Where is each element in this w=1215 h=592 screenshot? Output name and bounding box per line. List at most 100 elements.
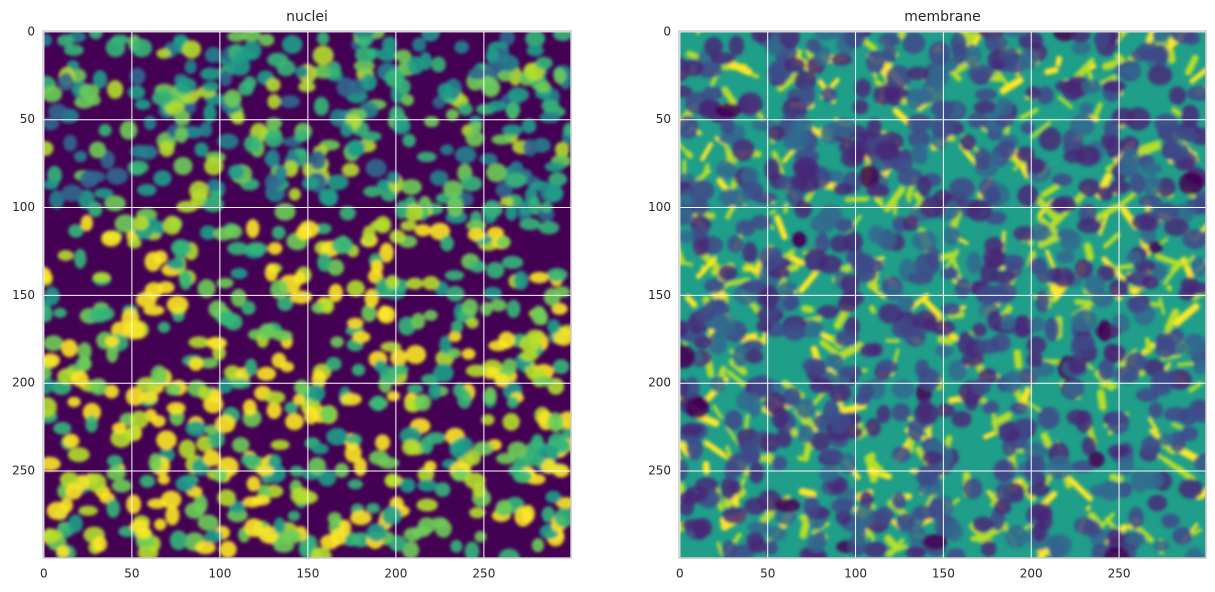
nucleus: [43, 528, 63, 543]
nucleus: [543, 287, 561, 307]
cell: [984, 185, 1001, 205]
membrane-edge: [1154, 253, 1181, 267]
cell: [1088, 451, 1105, 468]
cell: [702, 86, 724, 100]
nucleus: [353, 457, 367, 477]
membrane-edge: [819, 339, 841, 358]
cell: [990, 270, 1016, 284]
nucleus: [509, 161, 524, 177]
x-tick-label: 200: [1020, 567, 1043, 581]
nucleus: [539, 111, 561, 124]
nucleus: [440, 235, 454, 252]
nucleus: [104, 384, 119, 399]
nucleus: [386, 171, 401, 184]
cell: [973, 100, 997, 115]
nucleus: [204, 530, 223, 543]
nucleus: [301, 176, 319, 191]
cell: [995, 482, 1011, 503]
cell: [779, 31, 800, 49]
cell: [1126, 531, 1146, 546]
membrane-edge: [725, 425, 740, 445]
nucleus: [402, 134, 416, 148]
cell: [679, 379, 689, 398]
nucleus: [217, 377, 233, 394]
nucleus: [554, 141, 570, 158]
nucleus: [157, 321, 171, 333]
membrane-edge: [783, 202, 789, 214]
cell: [1097, 359, 1115, 381]
cell: [732, 345, 748, 368]
nucleus: [106, 343, 119, 363]
nucleus: [127, 237, 142, 249]
nucleus: [82, 402, 102, 422]
cell: [854, 504, 875, 527]
cell: [930, 100, 955, 118]
nucleus: [361, 73, 377, 91]
nucleus: [310, 546, 332, 558]
nucleus: [489, 299, 507, 312]
chart-title: membrane: [904, 9, 981, 25]
nucleus: [43, 33, 53, 47]
nucleus: [240, 31, 262, 42]
cell: [704, 36, 723, 57]
nucleus: [184, 59, 197, 74]
cell: [911, 142, 928, 165]
nucleus: [274, 202, 296, 221]
nucleus: [144, 251, 162, 272]
nucleus: [313, 96, 329, 116]
nucleus: [521, 118, 537, 134]
cell: [692, 232, 710, 257]
nucleus: [346, 280, 365, 297]
cell: [925, 246, 941, 269]
cell: [1056, 250, 1076, 264]
cell: [908, 271, 934, 285]
nucleus: [329, 108, 347, 127]
cell: [982, 400, 1000, 415]
cell: [859, 490, 874, 509]
nucleus: [231, 437, 250, 453]
nucleus: [129, 519, 149, 534]
nucleus: [106, 498, 121, 518]
nucleus: [200, 67, 221, 81]
nucleus: [529, 271, 549, 284]
nucleus: [545, 490, 562, 504]
cell: [803, 496, 820, 519]
membrane-edge: [1111, 264, 1134, 271]
nucleus: [198, 357, 219, 369]
cell: [782, 293, 799, 311]
nucleus: [125, 386, 145, 406]
nucleus: [150, 365, 168, 386]
cell: [806, 533, 827, 553]
nucleus: [199, 225, 217, 240]
nucleus: [350, 510, 372, 526]
cell: [1101, 79, 1126, 93]
nucleus: [340, 123, 353, 138]
cell: [911, 230, 938, 252]
membrane-edge: [1147, 417, 1159, 433]
cell: [1018, 48, 1039, 70]
nucleus: [217, 489, 237, 507]
cell: [735, 219, 756, 237]
cell: [1066, 354, 1088, 375]
membrane-edge: [883, 185, 906, 213]
nucleus: [230, 267, 248, 280]
cell: [1084, 274, 1106, 297]
cell: [821, 86, 837, 103]
x-tick-label: 50: [124, 567, 139, 581]
cell: [1128, 506, 1144, 529]
cell: [1047, 533, 1072, 558]
membrane-edge: [801, 305, 814, 314]
cell: [971, 378, 991, 395]
cell: [767, 526, 787, 542]
nucleus: [204, 424, 217, 435]
nucleus: [534, 376, 555, 387]
nucleus: [350, 532, 372, 548]
cell: [1103, 118, 1121, 139]
membrane-edge: [1030, 120, 1052, 139]
cell: [686, 436, 703, 461]
cell: [1026, 483, 1051, 497]
nucleus: [381, 505, 402, 526]
cell: [949, 177, 975, 200]
nucleus: [242, 399, 257, 416]
cell: [1071, 334, 1096, 352]
